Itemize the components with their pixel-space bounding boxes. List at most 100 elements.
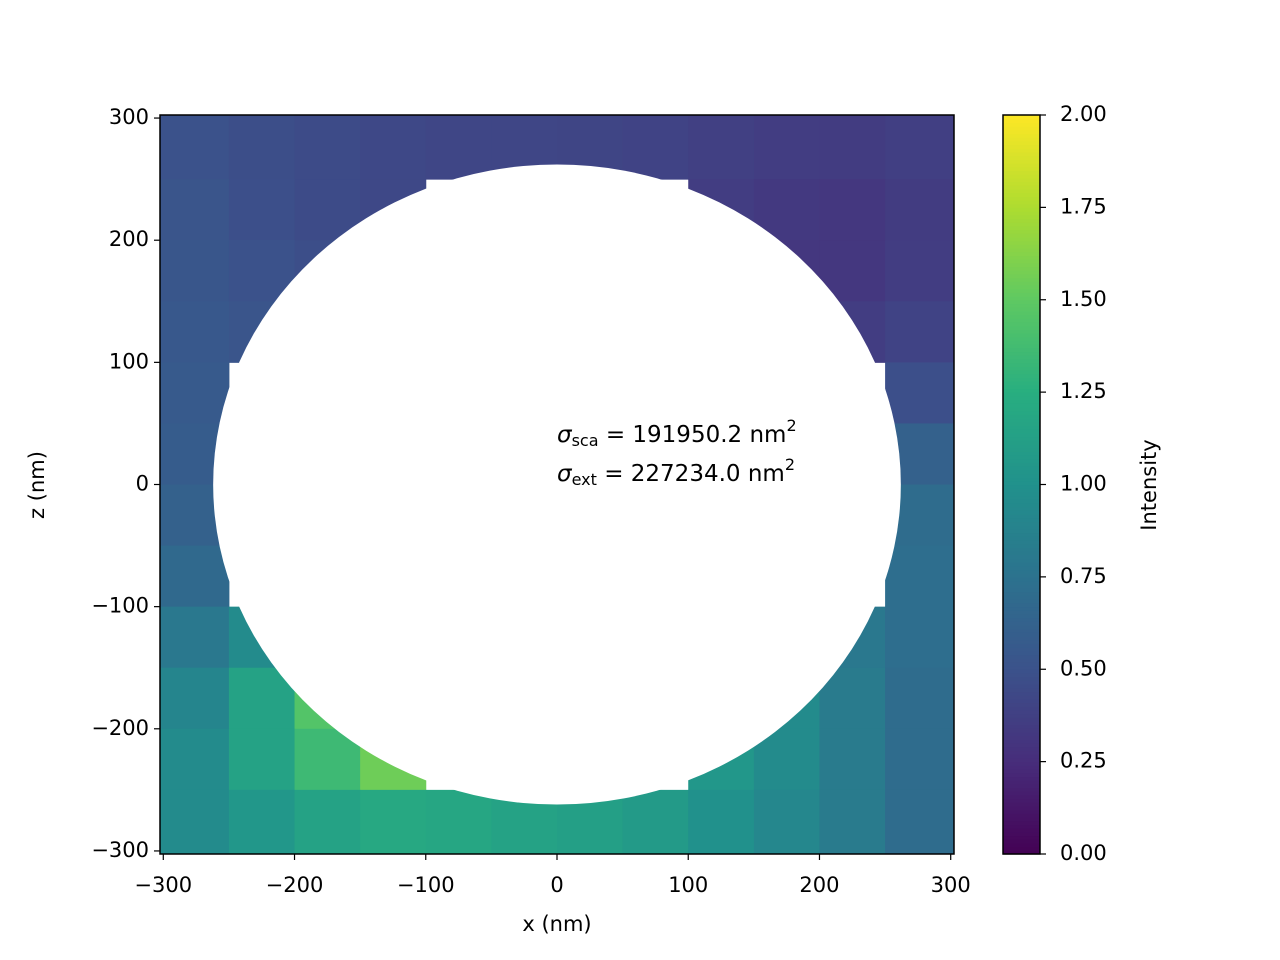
heatmap-cell (294, 789, 361, 855)
heatmap-cell (885, 362, 955, 424)
colorbar-segment (1003, 373, 1040, 378)
colorbar-segment (1003, 732, 1040, 737)
x-tick-label: −100 (397, 873, 455, 897)
colorbar-segment (1003, 602, 1040, 608)
colorbar-segment (1003, 454, 1040, 460)
colorbar-segment (1003, 635, 1040, 641)
y-tick-label: 200 (109, 227, 149, 251)
annotation-symbol: σ (557, 461, 573, 487)
colorbar-segment (1003, 499, 1040, 504)
colorbar-segment (1003, 798, 1040, 803)
colorbar-segment (1003, 473, 1040, 478)
colorbar-segment (1003, 695, 1040, 700)
heatmap-cell (819, 728, 886, 791)
colorbar-segment (1003, 310, 1040, 316)
colorbar-segment (1003, 240, 1040, 245)
colorbar-segment (1003, 824, 1040, 829)
colorbar-segment (1003, 713, 1040, 718)
colorbar-segment (1003, 676, 1040, 681)
colorbar-segment (1003, 248, 1040, 253)
x-tick-label: 200 (799, 873, 839, 897)
colorbar-segment (1003, 384, 1040, 390)
colorbar-segment (1003, 661, 1040, 667)
heatmap-cell (228, 728, 296, 791)
colorbar-segment (1003, 273, 1040, 279)
colorbar-segment (1003, 761, 1040, 766)
colorbar-segment (1003, 199, 1040, 205)
colorbar-segment (1003, 303, 1040, 308)
colorbar-segment (1003, 724, 1040, 729)
colorbar-segment (1003, 126, 1040, 131)
colorbar-segment (1003, 229, 1040, 234)
colorbar-segment (1003, 410, 1040, 415)
colorbar-segment (1003, 613, 1040, 619)
colorbar-segment (1003, 392, 1040, 397)
colorbar-segment (1003, 820, 1040, 826)
colorbar-segment (1003, 425, 1040, 430)
colorbar-segment (1003, 429, 1040, 434)
y-tick-label: 300 (109, 105, 149, 129)
heatmap-cell (425, 789, 492, 855)
colorbar-segment (1003, 591, 1040, 596)
colorbar-segment (1003, 842, 1040, 848)
heatmap-cell (160, 667, 230, 730)
colorbar-segment (1003, 765, 1040, 770)
colorbar-segment (1003, 347, 1040, 353)
colorbar-segment (1003, 307, 1040, 312)
heatmap-cell (160, 606, 230, 669)
colorbar-segment (1003, 181, 1040, 186)
colorbar-segment (1003, 255, 1040, 260)
colorbar-segment (1003, 584, 1040, 589)
colorbar-segment (1003, 769, 1040, 774)
colorbar-segment (1003, 115, 1040, 120)
annotation-superscript: 2 (785, 455, 795, 474)
heatmap (160, 115, 955, 855)
colorbar-segment (1003, 399, 1040, 404)
heatmap-cell (885, 240, 955, 302)
colorbar-segment (1003, 813, 1040, 818)
colorbar-segment (1003, 118, 1040, 123)
heatmap-cell (425, 115, 492, 180)
colorbar-segment (1003, 196, 1040, 201)
colorbar-tick-label: 0.50 (1060, 656, 1107, 680)
colorbar-segment (1003, 417, 1040, 423)
heatmap-cell (160, 362, 230, 424)
heatmap-cell (885, 789, 955, 855)
y-tick-label: −200 (91, 716, 149, 740)
colorbar-segment (1003, 251, 1040, 257)
colorbar-tick-label: 0.00 (1060, 841, 1107, 865)
colorbar-segment (1003, 325, 1040, 330)
colorbar-segment (1003, 288, 1040, 293)
colorbar-segment (1003, 491, 1040, 497)
colorbar-segment (1003, 225, 1040, 231)
colorbar-segment (1003, 610, 1040, 615)
heatmap-cell (228, 179, 296, 241)
heatmap-cell (753, 115, 820, 180)
colorbar-segment (1003, 266, 1040, 271)
colorbar-segment (1003, 746, 1040, 752)
colorbar-segment (1003, 484, 1040, 489)
colorbar-segment (1003, 647, 1040, 652)
colorbar-segment (1003, 222, 1040, 227)
colorbar-segment (1003, 340, 1040, 345)
colorbar-segment (1003, 299, 1040, 305)
x-tick-label: 0 (550, 873, 563, 897)
colorbar-segment (1003, 680, 1040, 685)
colorbar-segment (1003, 757, 1040, 763)
colorbar-segment (1003, 639, 1040, 644)
colorbar-tick-label: 2.00 (1060, 102, 1107, 126)
heatmap-cell (622, 115, 689, 180)
colorbar-segment (1003, 122, 1040, 127)
colorbar-segment (1003, 403, 1040, 408)
colorbar-segment (1003, 333, 1040, 338)
x-tick-label: −300 (134, 873, 192, 897)
annotation-subscript: sca (572, 431, 599, 450)
colorbar-segment (1003, 536, 1040, 541)
colorbar-tick-label: 1.00 (1060, 472, 1107, 496)
colorbar-segment (1003, 406, 1040, 412)
colorbar-segment (1003, 207, 1040, 212)
colorbar-segment (1003, 362, 1040, 367)
colorbar-segment (1003, 551, 1040, 556)
particle (213, 164, 901, 805)
